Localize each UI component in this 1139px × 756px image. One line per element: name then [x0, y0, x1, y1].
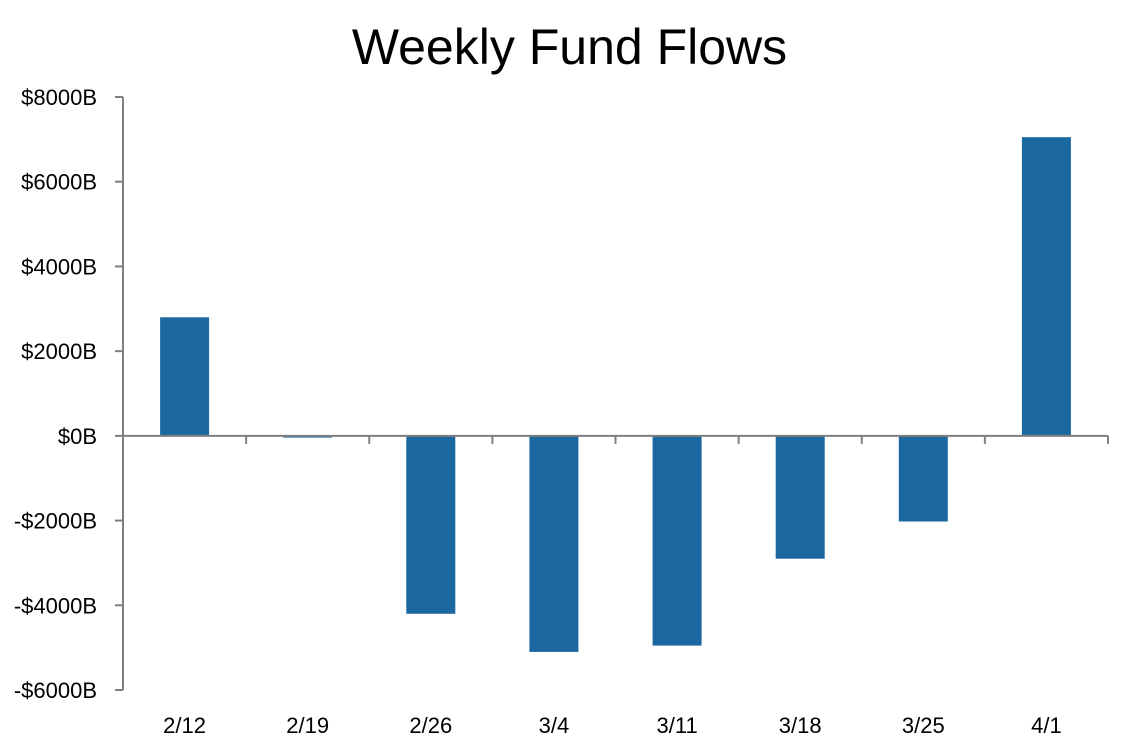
axes-layer: [115, 96, 1109, 691]
x-tick-label: 2/12: [163, 713, 206, 738]
bar-2-12: [160, 317, 210, 436]
bar-3-11: [652, 435, 702, 646]
bar-4-1: [1021, 137, 1071, 436]
labels-layer: $8000B $6000B $4000B $2000B $0B -$2000B -$4000…: [14, 85, 1062, 738]
y-tick-label: $8000B: [21, 85, 97, 110]
bar-3-25: [898, 435, 948, 522]
y-tick-label: $0B: [58, 424, 97, 449]
x-tick-label: 2/19: [286, 713, 329, 738]
x-tick-label: 4/1: [1031, 713, 1062, 738]
y-tick-label: -$6000B: [14, 678, 97, 703]
y-tick-label: -$4000B: [14, 593, 97, 618]
x-tick-label: 2/26: [409, 713, 452, 738]
x-tick-label: 3/25: [902, 713, 945, 738]
y-tick-label: $6000B: [21, 170, 97, 195]
y-tick-label: $2000B: [21, 339, 97, 364]
x-tick-label: 3/11: [657, 713, 698, 738]
chart-title: Weekly Fund Flows: [351, 19, 788, 75]
bar-3-4: [529, 435, 579, 652]
x-tick-label: 3/4: [539, 713, 570, 738]
bars-layer: [160, 137, 1071, 652]
x-tick-label: 3/18: [779, 713, 822, 738]
bar-3-18: [775, 435, 825, 559]
bar-2-26: [406, 435, 456, 614]
y-tick-label: $4000B: [21, 254, 97, 279]
y-tick-label: -$2000B: [14, 509, 97, 534]
